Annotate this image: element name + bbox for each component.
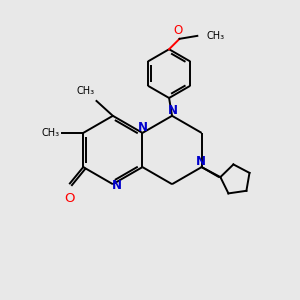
Text: CH₃: CH₃ bbox=[207, 31, 225, 41]
Text: O: O bbox=[173, 24, 183, 38]
Text: O: O bbox=[64, 192, 75, 205]
Text: N: N bbox=[168, 104, 178, 117]
Text: CH₃: CH₃ bbox=[77, 85, 95, 96]
Text: CH₃: CH₃ bbox=[42, 128, 60, 138]
Text: N: N bbox=[138, 121, 148, 134]
Text: N: N bbox=[112, 179, 122, 192]
Text: N: N bbox=[196, 155, 206, 168]
